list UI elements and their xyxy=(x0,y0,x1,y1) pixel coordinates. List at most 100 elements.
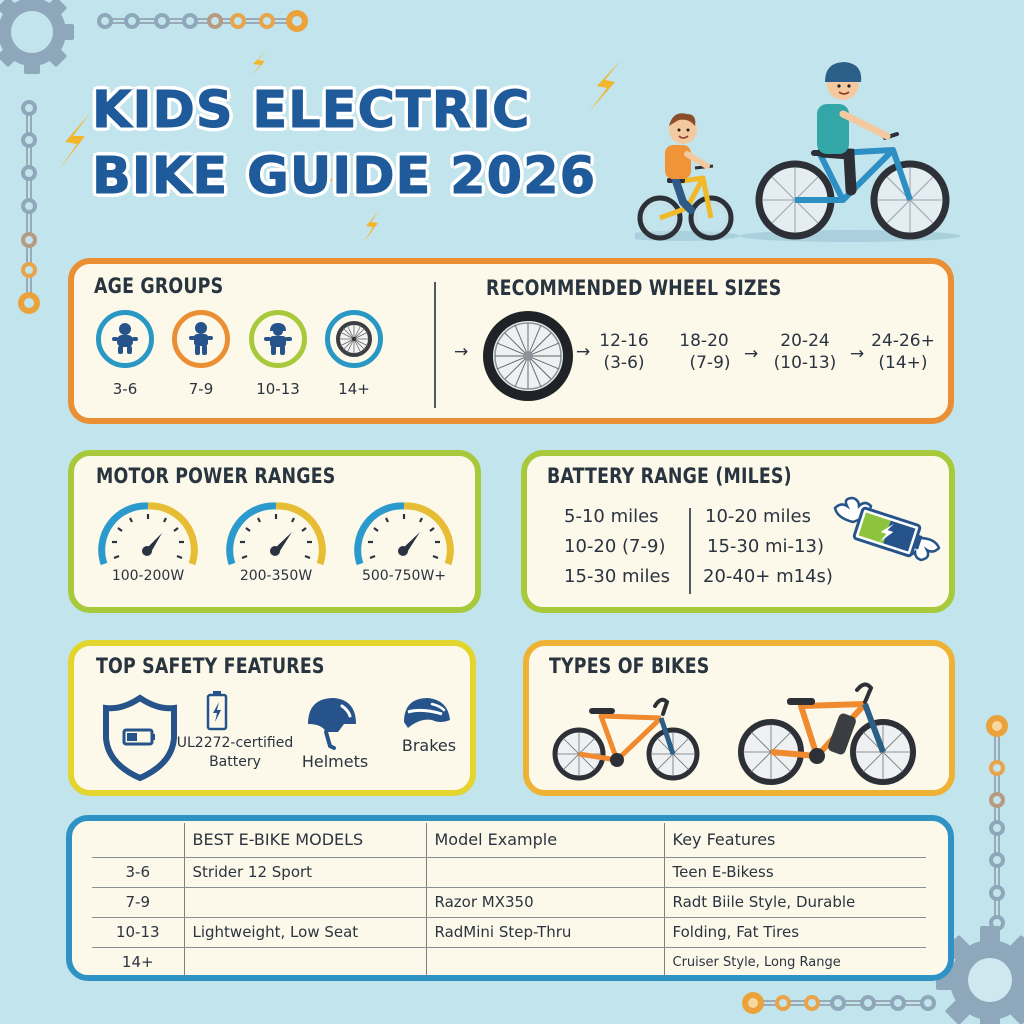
battery-range-item: 20-40+ m14s) xyxy=(703,566,833,587)
motor-power-label: 100-200W xyxy=(111,568,185,584)
age-group-3-6[interactable] xyxy=(96,310,154,368)
battery-range-item: 10-20 miles xyxy=(705,506,812,527)
models-table: BEST E-BIKE MODELS Model Example Key Fea… xyxy=(92,823,926,977)
wheel-age: (10-13) xyxy=(773,353,837,373)
motor-power-panel: MOTOR POWER RANGES xyxy=(68,450,481,613)
page-title: KIDS ELECTRIC BIKE GUIDE 2026 xyxy=(91,78,597,210)
wheel-size: 12-16 xyxy=(599,331,649,351)
table-cell: Cruiser Style, Long Range xyxy=(663,947,926,977)
safety-features-panel: TOP SAFETY FEATURES UL2272-certified Bat… xyxy=(68,640,476,796)
orange-e-bike-icon xyxy=(738,682,916,785)
age-group-7-9[interactable] xyxy=(172,310,230,368)
safety-label-line: UL2272-certified xyxy=(176,735,294,751)
safety-label-line: Battery xyxy=(209,754,261,770)
table-row: 10-13 Lightweight, Low Seat RadMini Step… xyxy=(92,917,926,948)
wheel-size-item: 20-24 (10-13) xyxy=(770,330,840,374)
table-row: 3-6 Strider 12 Sport Teen E-Bikess xyxy=(92,857,926,888)
battery-range-item: 5-10 miles xyxy=(564,506,659,527)
battery-range-item: 15-30 miles xyxy=(564,566,671,587)
arrow-icon: → xyxy=(744,344,759,364)
wheel-size: 20-24 xyxy=(780,331,830,351)
table-header: Key Features xyxy=(663,823,926,858)
table-cell: Strider 12 Sport xyxy=(183,857,426,888)
age-group-10-13[interactable] xyxy=(249,310,307,368)
chain-icon xyxy=(742,992,936,1014)
battery-icon xyxy=(206,691,228,731)
table-cell: 7-9 xyxy=(92,887,184,918)
speedometer-icon xyxy=(98,502,198,566)
models-table-panel: BEST E-BIKE MODELS Model Example Key Fea… xyxy=(66,815,954,981)
bike-types-panel: TYPES OF BIKES xyxy=(523,640,955,796)
helmet-side-icon xyxy=(404,698,450,728)
table-cell xyxy=(183,947,426,977)
safety-label: Brakes xyxy=(401,736,457,755)
child-icon xyxy=(189,322,213,355)
toddler-icon xyxy=(112,323,138,354)
table-cell xyxy=(425,947,664,977)
arrow-icon: → xyxy=(576,342,591,362)
bike-types-title: TYPES OF BIKES xyxy=(549,654,710,678)
age-label: 7-9 xyxy=(188,380,214,398)
table-cell: 14+ xyxy=(121,953,154,972)
shield-icon xyxy=(103,694,177,782)
battery-range-item: 15-30 mi-13) xyxy=(707,536,824,557)
divider xyxy=(689,508,691,594)
lightning-bolt-icon xyxy=(364,210,380,242)
wheel-size: 24-26+ xyxy=(871,331,935,351)
child-on-yellow-bike xyxy=(637,113,734,241)
safety-label: Helmets xyxy=(301,752,369,771)
speedometer-icon xyxy=(354,502,454,566)
battery-range-item: 10-20 (7-9) xyxy=(564,536,666,557)
safety-label: UL2272-certified Battery xyxy=(170,734,300,772)
motor-power-label: 500-750W+ xyxy=(361,568,447,584)
helmet-icon xyxy=(308,698,356,750)
arrow-icon: → xyxy=(454,342,469,362)
wheel-age: (14+) xyxy=(878,353,928,373)
battery-range-title: BATTERY RANGE (MILES) xyxy=(547,464,792,488)
lightning-bolt-icon xyxy=(321,170,334,192)
arrow-icon: → xyxy=(850,344,865,364)
wheel-size-item: 12-16 (3-6) xyxy=(594,330,654,374)
chain-icon xyxy=(18,100,40,314)
table-cell xyxy=(425,857,664,888)
age-label: 10-13 xyxy=(256,380,300,398)
bike-wheel-icon xyxy=(483,311,573,401)
age-label: 14+ xyxy=(338,380,370,398)
table-cell: RadMini Step-Thru xyxy=(425,917,664,948)
age-group-14-plus[interactable] xyxy=(325,310,383,368)
gear-icon xyxy=(0,0,74,74)
kid-with-helmet-icon xyxy=(264,323,292,355)
battery-range-panel: BATTERY RANGE (MILES) 5-10 miles 10-20 (… xyxy=(521,450,955,613)
table-cell: Folding, Fat Tires xyxy=(663,917,926,948)
chain-icon xyxy=(986,715,1008,931)
table-cell: Lightweight, Low Seat xyxy=(183,917,426,948)
speedometer-icon xyxy=(226,502,326,566)
table-header-row: BEST E-BIKE MODELS Model Example Key Fea… xyxy=(92,823,926,858)
table-header: BEST E-BIKE MODELS xyxy=(183,823,426,858)
table-row: 14+ Cruiser Style, Long Range xyxy=(92,947,926,977)
age-label: 3-6 xyxy=(112,380,138,398)
table-header: Model Example xyxy=(425,823,664,858)
motor-power-label: 200-350W xyxy=(239,568,313,584)
safety-features-title: TOP SAFETY FEATURES xyxy=(96,654,325,678)
wheel-size-item: 24-26+ (14+) xyxy=(866,330,940,374)
wheel-size-item: 18-20 (7-9) xyxy=(669,330,739,374)
wheel-age: (3-6) xyxy=(603,353,645,373)
lightning-bolt-icon xyxy=(59,112,91,170)
orange-kids-bike-icon xyxy=(552,697,700,781)
table-cell: Razor MX350 xyxy=(425,887,664,918)
wheel-age: (7-9) xyxy=(689,353,731,373)
table-cell: 10-13 xyxy=(92,917,184,948)
wheel-icon xyxy=(336,321,372,357)
table-cell: Radt Biile Style, Durable xyxy=(663,887,926,918)
age-groups-panel: AGE GROUPS 3-6 7-9 10-13 14+ RECOMMENDED… xyxy=(68,258,954,424)
age-groups-title: AGE GROUPS xyxy=(94,274,224,298)
table-cell: Teen E-Bikess xyxy=(663,857,926,888)
chain-icon xyxy=(97,10,308,32)
table-cell: 3-6 xyxy=(92,857,184,888)
divider xyxy=(434,282,436,408)
table-header xyxy=(92,823,184,858)
table-cell xyxy=(183,887,426,918)
title-line-2: BIKE GUIDE 2026 xyxy=(91,147,597,207)
wheel-size: 18-20 xyxy=(679,331,729,351)
